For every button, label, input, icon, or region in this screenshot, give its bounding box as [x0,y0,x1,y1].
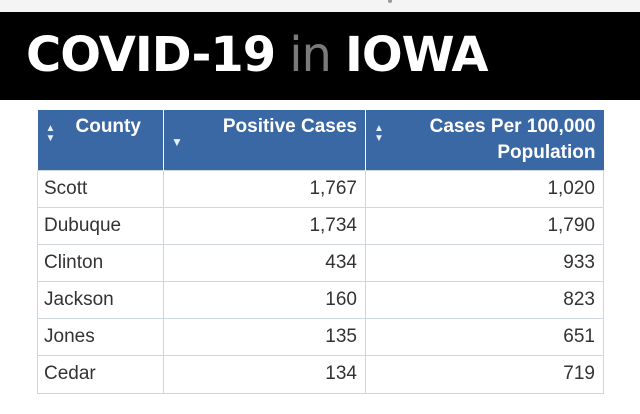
banner-title-in: in [289,27,332,83]
positive-cases-cell: 160 [163,280,366,319]
top-strip-mark [388,0,392,3]
table-row: Scott 1,767 1,020 [37,169,604,208]
sort-both-icon[interactable]: ▲ ▼ [374,123,384,144]
title-banner: COVID-19 in IOWA [0,12,640,100]
county-cell: Jackson [37,280,164,319]
table-header-row: ▲ ▼ County ▼ Positive Cases ▲ ▼ Cases Per … [37,110,604,170]
column-header-label: Positive Cases [222,116,357,137]
positive-cases-cell: 1,734 [163,206,366,245]
column-header-cases-per-100k[interactable]: ▲ ▼ Cases Per 100,000 Population [365,110,604,170]
cases-per-100k-cell: 1,790 [365,206,604,245]
cases-per-100k-cell: 823 [365,280,604,319]
table-row: Jones 135 651 [37,317,604,356]
positive-cases-cell: 434 [163,243,366,282]
cases-per-100k-cell: 933 [365,243,604,282]
cases-per-100k-cell: 651 [365,317,604,356]
table-row: Clinton 434 933 [37,243,604,282]
positive-cases-cell: 1,767 [163,169,366,208]
county-cell: Clinton [37,243,164,282]
cases-per-100k-cell: 719 [365,354,604,394]
table-row: Dubuque 1,734 1,790 [37,206,604,245]
county-cell: Jones [37,317,164,356]
positive-cases-cell: 135 [163,317,366,356]
county-cell: Scott [37,169,164,208]
sort-desc-icon[interactable]: ▼ [171,135,183,149]
column-header-label: Cases Per 100,000 Population [429,116,596,163]
top-strip [0,0,640,12]
county-cell: Dubuque [37,206,164,245]
positive-cases-cell: 134 [163,354,366,394]
table-row: Jackson 160 823 [37,280,604,319]
table-row: Cedar 134 719 [37,354,604,394]
banner-title-iowa: IOWA [344,27,489,83]
column-header-positive-cases[interactable]: ▼ Positive Cases [163,110,366,170]
column-header-label: County [75,116,141,137]
banner-title: COVID-19 in IOWA [26,25,489,85]
column-header-county[interactable]: ▲ ▼ County [37,110,164,170]
cases-per-100k-cell: 1,020 [365,169,604,208]
county-cases-table: ▲ ▼ County ▼ Positive Cases ▲ ▼ Cases Per … [37,110,604,394]
sort-both-icon[interactable]: ▲ ▼ [45,123,56,144]
county-cell: Cedar [37,354,164,394]
banner-title-covid: COVID-19 [26,27,276,83]
